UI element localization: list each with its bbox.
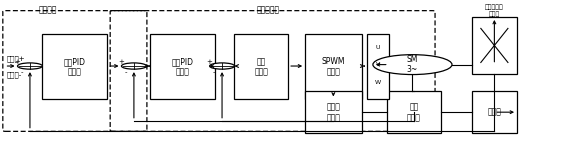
Text: SPWM
控制器: SPWM 控制器 (321, 57, 345, 76)
Bar (305, 34, 362, 99)
Bar (472, 17, 517, 74)
Text: +: + (206, 59, 212, 65)
Text: 速度PID
控制器: 速度PID 控制器 (171, 57, 193, 76)
Bar (234, 34, 288, 99)
Bar (42, 34, 107, 99)
Text: U: U (376, 45, 380, 50)
Text: +: + (14, 59, 20, 65)
Circle shape (210, 63, 234, 69)
Bar (387, 91, 441, 133)
Text: W: W (375, 80, 381, 85)
Text: -: - (124, 69, 127, 75)
Text: 伺服驱动器: 伺服驱动器 (257, 5, 280, 14)
Circle shape (373, 55, 452, 75)
Text: 动机构: 动机构 (489, 11, 500, 17)
Text: 旋转
编码器: 旋转 编码器 (407, 103, 421, 122)
Text: 定信号-: 定信号- (7, 71, 22, 78)
Text: 数控系统: 数控系统 (39, 5, 57, 14)
Text: 位置PID
控制器: 位置PID 控制器 (64, 57, 86, 76)
Bar (367, 34, 389, 99)
Text: 电流
控制器: 电流 控制器 (254, 57, 268, 76)
Text: 同步皮带传: 同步皮带传 (485, 4, 504, 10)
Bar (472, 91, 517, 133)
Text: SM
3~: SM 3~ (407, 55, 418, 74)
Text: V: V (376, 62, 380, 67)
Bar (150, 34, 215, 99)
Text: 光栅尺: 光栅尺 (488, 108, 501, 117)
Circle shape (121, 63, 146, 69)
Text: 信号分
析滤波: 信号分 析滤波 (327, 103, 340, 122)
Text: -: - (20, 69, 23, 75)
Text: -: - (212, 69, 215, 75)
Text: 位置给+: 位置给+ (7, 56, 25, 62)
Bar (305, 91, 362, 133)
Circle shape (18, 63, 42, 69)
Text: +: + (118, 59, 124, 65)
